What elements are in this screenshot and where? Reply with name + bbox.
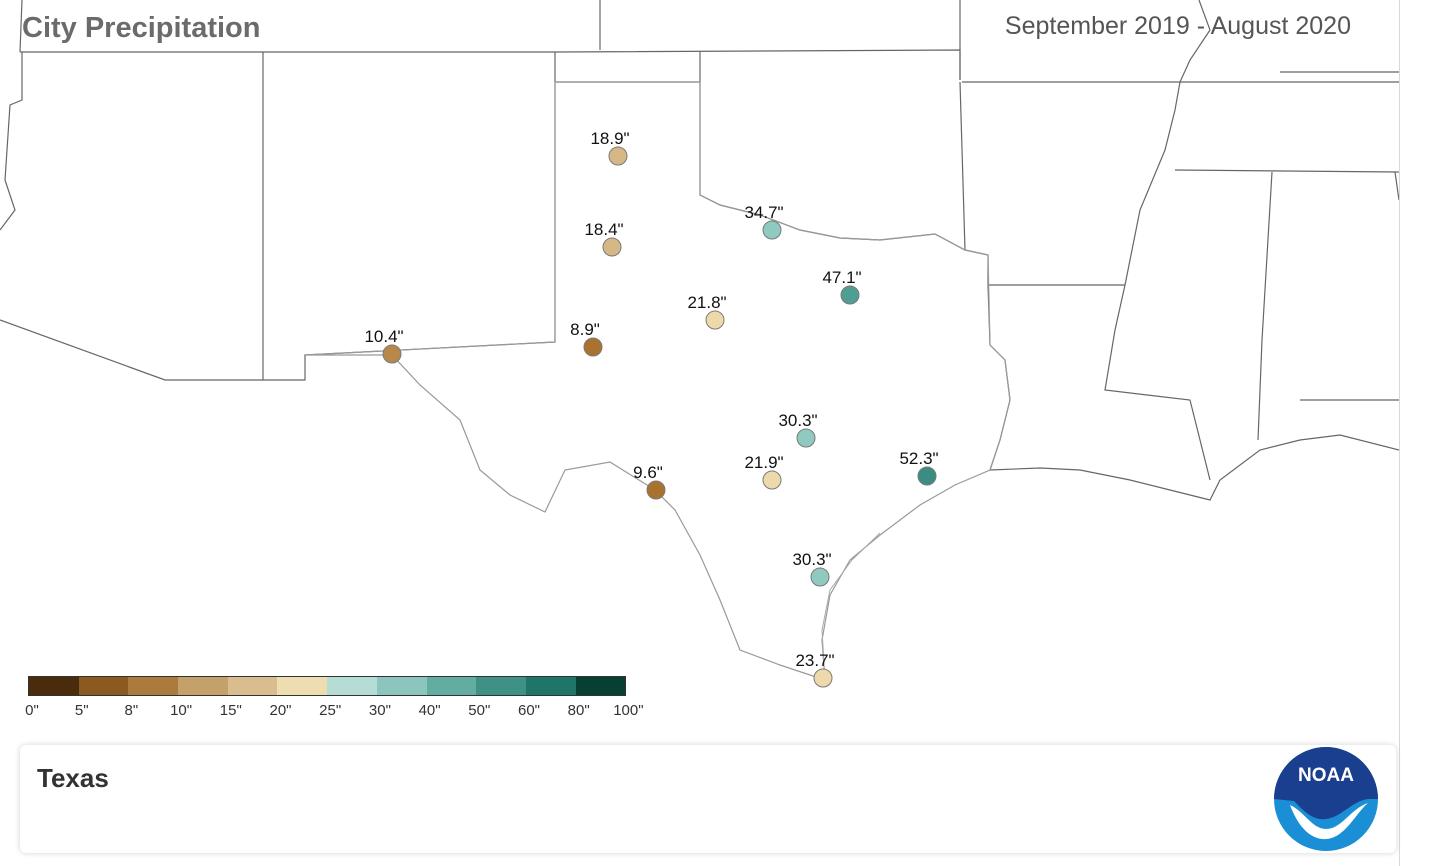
city-value-label: 34.7" (744, 203, 783, 222)
city-marker[interactable] (840, 285, 860, 305)
legend-swatch (426, 677, 477, 695)
city-marker[interactable] (810, 567, 830, 587)
city-marker[interactable] (813, 668, 833, 688)
legend-tick: 0" (25, 702, 39, 719)
city-value-label: 21.8" (687, 293, 726, 312)
city-marker[interactable] (583, 337, 603, 357)
map-frame: 18.9" 18.4" 34.7" 47.1" 21.8" 8.9" 10.4" 30.3" 2… (0, 0, 1400, 866)
noaa-logo: NOAA (1274, 747, 1378, 851)
legend-tick: 30" (368, 702, 391, 719)
legend-swatch (78, 677, 129, 695)
region-card: Texas NOAA (20, 745, 1396, 853)
legend-tick: 100" (613, 702, 644, 719)
city-marker[interactable] (917, 466, 937, 486)
state-boundaries (0, 0, 1399, 501)
city-marker[interactable] (608, 146, 628, 166)
legend-swatch (128, 677, 179, 695)
legend-swatch (476, 677, 526, 695)
legend-swatch (575, 677, 626, 695)
legend-tick: 20" (269, 702, 292, 719)
city-value-label: 52.3" (899, 449, 938, 468)
legend-tick: 60" (517, 702, 541, 719)
city-value-label: 9.6" (633, 463, 663, 482)
city-marker[interactable] (762, 470, 782, 490)
legend-tick-labels: 0" 5" 8" 10" 15" 20" 25" 30" 40" 50" 60" 80" 100" (25, 702, 643, 726)
legend-swatch (227, 677, 278, 695)
legend-tick: 25" (319, 702, 342, 719)
city-value-label: 47.1" (822, 268, 861, 287)
city-value-label: 10.4" (364, 327, 403, 346)
legend-swatch (277, 677, 328, 695)
city-marker[interactable] (602, 237, 622, 257)
legend-swatch (376, 677, 427, 695)
city-marker[interactable] (796, 428, 816, 448)
coastline (821, 532, 881, 681)
city-value-label: 23.7" (795, 651, 834, 670)
legend-tick: 40" (418, 702, 441, 719)
legend-swatch (525, 677, 576, 695)
date-range: September 2019 - August 2020 (1004, 12, 1351, 40)
legend-swatch (178, 677, 228, 695)
legend-tick: 10" (170, 702, 193, 719)
map-title: City Precipitation (22, 12, 261, 44)
base-map: 18.9" 18.4" 34.7" 47.1" 21.8" 8.9" 10.4" 30.3" 2… (0, 0, 1399, 688)
legend-swatch (327, 677, 377, 695)
city-marker[interactable] (646, 480, 666, 500)
legend-tick: 8" (124, 702, 139, 719)
legend-tick: 15" (219, 702, 242, 719)
precip-legend: 0" 5" 8" 10" 15" 20" 25" 30" 40" 50" 60" 80" 100" (25, 676, 644, 726)
city-value-label: 30.3" (792, 550, 831, 569)
city-value-label: 21.9" (744, 453, 783, 472)
noaa-logo-text: NOAA (1298, 765, 1354, 786)
city-value-label: 8.9" (570, 320, 600, 339)
city-value-label: 30.3" (778, 411, 817, 430)
noaa-logo-icon: NOAA (1272, 745, 1380, 858)
city-marker[interactable] (705, 310, 725, 330)
state-name: Texas (37, 763, 109, 793)
legend-color-bar (28, 676, 627, 696)
legend-tick: 80" (567, 702, 590, 719)
city-markers: 18.9" 18.4" 34.7" 47.1" 21.8" 8.9" 10.4" 30.3" 2… (364, 129, 939, 688)
city-marker[interactable] (762, 220, 782, 240)
legend-tick: 50" (468, 702, 491, 719)
city-marker[interactable] (382, 344, 402, 364)
city-value-label: 18.4" (584, 220, 623, 239)
texas-outline (304, 81, 1011, 681)
city-value-label: 18.9" (590, 129, 629, 148)
legend-swatch (29, 677, 79, 695)
legend-tick: 5" (74, 702, 89, 719)
